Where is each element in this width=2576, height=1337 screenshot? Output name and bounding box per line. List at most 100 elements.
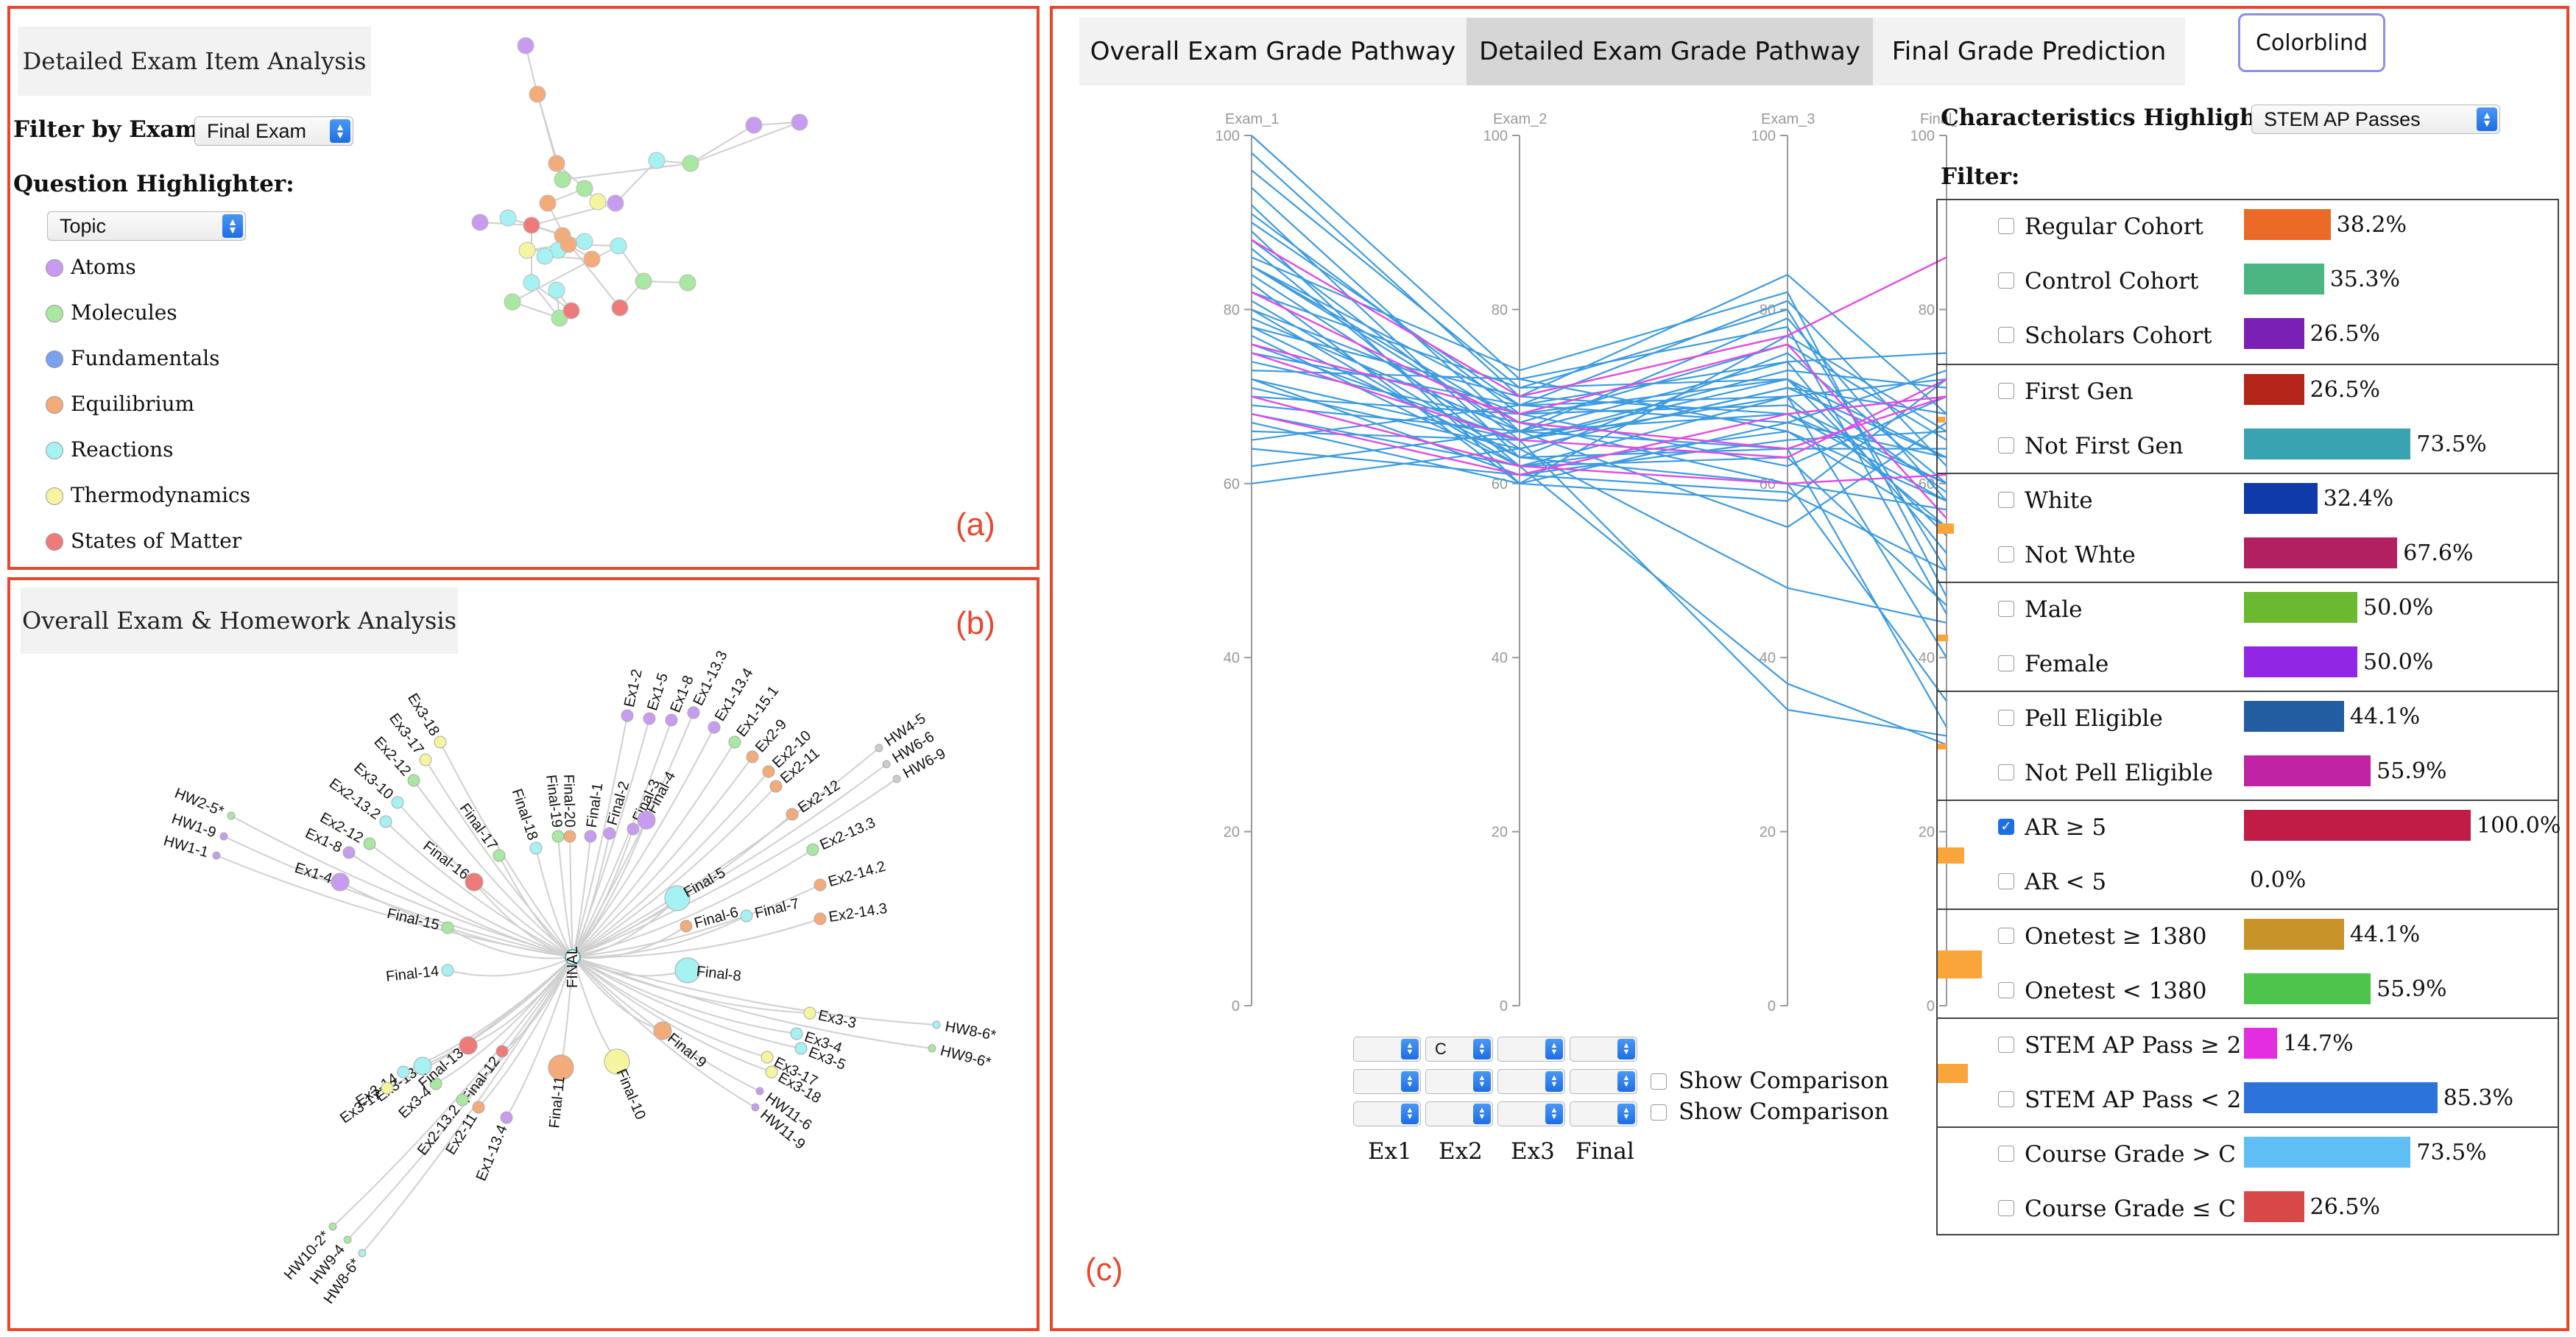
tree-leaf-node[interactable]: [707, 721, 721, 734]
tree-leaf-node[interactable]: [419, 753, 432, 766]
student-pathway-line[interactable]: [1251, 325, 1947, 615]
question-node[interactable]: [610, 237, 627, 255]
filter-checkbox[interactable]: [1998, 655, 2014, 671]
student-pathway-line[interactable]: [1251, 187, 1947, 502]
tree-root-node[interactable]: [565, 949, 581, 965]
tree-leaf-node[interactable]: [751, 1103, 760, 1112]
filter-row[interactable]: Not Pell Eligible 55.9%: [1938, 747, 2558, 801]
checkbox[interactable]: [1651, 1104, 1667, 1121]
ex3-grade-select-1[interactable]: ▲ ▼: [1497, 1037, 1565, 1062]
tree-leaf-node[interactable]: [674, 957, 701, 984]
student-pathway-line[interactable]: [1251, 273, 1947, 415]
tree-leaf-node[interactable]: [740, 909, 753, 923]
question-node[interactable]: [682, 155, 699, 172]
tree-leaf-node[interactable]: [687, 706, 700, 719]
show-comparison-option-2[interactable]: Show Comparison: [1651, 1098, 1889, 1125]
tree-leaf-node[interactable]: [665, 713, 678, 727]
filter-checkbox[interactable]: [1998, 383, 2014, 399]
tree-leaf-node[interactable]: [882, 760, 891, 769]
tree-leaf-node[interactable]: [803, 1006, 816, 1020]
tree-leaf-node[interactable]: [604, 1048, 630, 1075]
ex1-grade-select-3[interactable]: ▲ ▼: [1353, 1101, 1421, 1126]
tree-leaf-node[interactable]: [563, 830, 576, 843]
tree-leaf-node[interactable]: [219, 832, 228, 841]
exam-filter-select[interactable]: Final Exam ▲ ▼: [194, 116, 353, 146]
student-pathway-line[interactable]: [1251, 422, 1947, 529]
tree-leaf-node[interactable]: [495, 1045, 509, 1058]
final-grade-select-1[interactable]: ▲ ▼: [1570, 1037, 1637, 1062]
question-node[interactable]: [539, 194, 557, 212]
tree-leaf-node[interactable]: [459, 1036, 478, 1055]
student-pathway-line[interactable]: [1251, 395, 1947, 658]
filter-row[interactable]: White 32.4%: [1938, 474, 2558, 529]
tree-leaf-node[interactable]: [363, 837, 376, 850]
tree-leaf-node[interactable]: [680, 920, 693, 933]
filter-row[interactable]: Not Whte 67.6%: [1938, 529, 2558, 583]
filter-checkbox[interactable]: [1998, 546, 2014, 562]
filter-row[interactable]: Course Grade > C 73.5%: [1938, 1128, 2558, 1182]
student-pathway-line[interactable]: [1251, 265, 1947, 441]
question-node[interactable]: [745, 116, 763, 134]
tree-leaf-node[interactable]: [761, 1051, 774, 1064]
tree-leaf-node[interactable]: [429, 1077, 442, 1090]
filter-checkbox[interactable]: [1998, 710, 2014, 726]
question-node[interactable]: [611, 299, 629, 317]
filter-row[interactable]: Pell Eligible 44.1%: [1938, 692, 2558, 747]
question-node[interactable]: [504, 293, 521, 311]
student-pathway-line[interactable]: [1251, 283, 1947, 484]
tree-leaf-node[interactable]: [391, 796, 404, 809]
question-node[interactable]: [576, 233, 593, 250]
student-pathway-line[interactable]: [1251, 239, 1947, 398]
question-node[interactable]: [791, 113, 808, 131]
question-node[interactable]: [589, 193, 607, 211]
student-pathway-line[interactable]: [1251, 448, 1947, 571]
question-node[interactable]: [583, 250, 601, 268]
tree-leaf-node[interactable]: [814, 878, 827, 892]
student-pathway-line[interactable]: [1251, 395, 1947, 476]
question-node[interactable]: [548, 281, 565, 299]
tree-leaf-node[interactable]: [928, 1044, 936, 1053]
final-grade-select-2[interactable]: ▲ ▼: [1570, 1069, 1637, 1094]
student-pathway-line[interactable]: [1251, 378, 1947, 476]
tree-leaf-node[interactable]: [664, 885, 691, 911]
tree-leaf-node[interactable]: [584, 830, 597, 843]
filter-checkbox[interactable]: [1998, 764, 2014, 780]
tree-leaf-node[interactable]: [892, 775, 901, 783]
filter-checkbox[interactable]: [1998, 928, 2014, 944]
filter-row[interactable]: Not First Gen 73.5%: [1938, 420, 2558, 474]
question-node[interactable]: [523, 274, 540, 292]
ex2-grade-select-3[interactable]: ▲ ▼: [1425, 1101, 1493, 1126]
tree-leaf-node[interactable]: [653, 1021, 672, 1040]
question-node[interactable]: [518, 241, 536, 259]
filter-checkbox[interactable]: [1998, 1091, 2014, 1107]
student-pathway-line[interactable]: [1251, 378, 1947, 737]
tree-leaf-node[interactable]: [529, 842, 543, 855]
filter-checkbox[interactable]: ✓: [1998, 819, 2014, 835]
show-comparison-option-1[interactable]: Show Comparison: [1651, 1068, 1889, 1094]
filter-row[interactable]: Male 50.0%: [1938, 583, 2558, 638]
student-pathway-line[interactable]: [1251, 343, 1947, 519]
parallel-coordinates-chart[interactable]: Exam_1100806040200Exam_2100806040200Exam…: [1068, 90, 1957, 1017]
filter-row[interactable]: Onetest < 1380 55.9%: [1938, 964, 2558, 1019]
checkbox[interactable]: [1651, 1073, 1667, 1090]
student-pathway-line[interactable]: [1251, 404, 1947, 459]
filter-checkbox[interactable]: [1998, 327, 2014, 343]
tree-leaf-node[interactable]: [472, 1101, 485, 1114]
student-pathway-line[interactable]: [1251, 326, 1947, 702]
question-node[interactable]: [471, 214, 489, 231]
tree-leaf-node[interactable]: [603, 827, 616, 840]
tree-leaf-node[interactable]: [456, 1093, 469, 1107]
tree-leaf-node[interactable]: [212, 851, 221, 860]
tab-overall-exam-grade-pathway[interactable]: Overall Exam Grade Pathway: [1079, 18, 1467, 85]
ex3-grade-select-3[interactable]: ▲ ▼: [1497, 1101, 1565, 1126]
question-node[interactable]: [635, 272, 652, 290]
tree-leaf-node[interactable]: [227, 811, 236, 820]
question-node[interactable]: [648, 152, 666, 169]
filter-row[interactable]: ✓ AR ≥ 5 100.0%: [1938, 801, 2561, 856]
tree-leaf-node[interactable]: [794, 1042, 808, 1055]
filter-row[interactable]: STEM AP Pass < 2 85.3%: [1938, 1073, 2558, 1128]
filter-row[interactable]: Control Cohort 35.3%: [1938, 255, 2558, 309]
tab-detailed-exam-grade-pathway[interactable]: Detailed Exam Grade Pathway: [1467, 18, 1873, 85]
filter-row[interactable]: Onetest ≥ 1380 44.1%: [1938, 910, 2558, 964]
